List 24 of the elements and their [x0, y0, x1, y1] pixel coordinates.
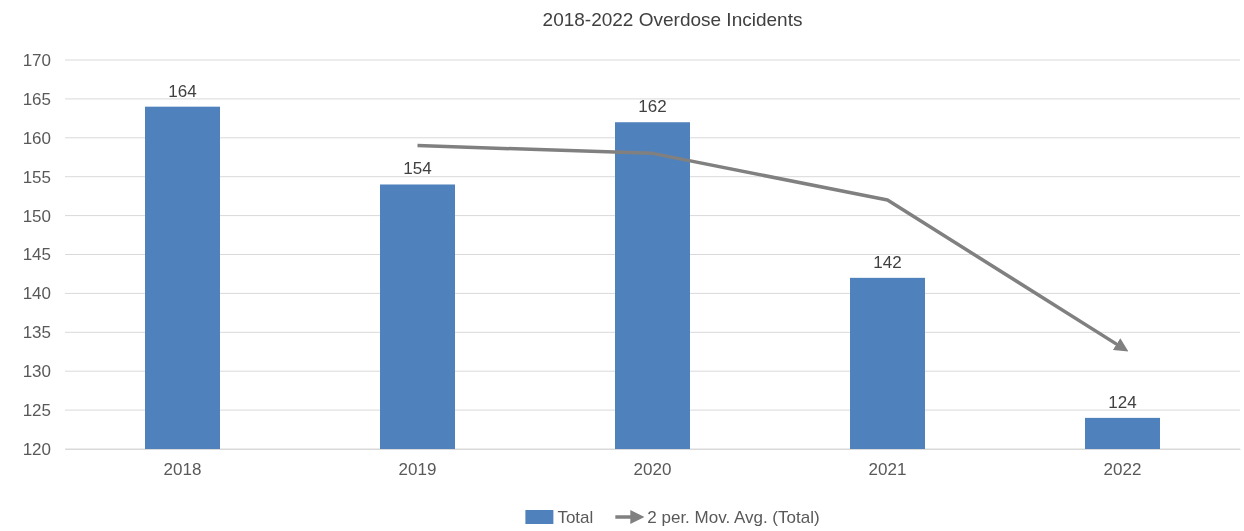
legend-label: 2 per. Mov. Avg. (Total) — [647, 508, 820, 527]
x-tick-label: 2018 — [163, 460, 202, 480]
chart-title: 2018-2022 Overdose Incidents — [542, 9, 803, 30]
y-tick-label: 145 — [22, 245, 51, 265]
data-label: 164 — [168, 81, 197, 101]
y-tick-label: 150 — [22, 206, 51, 226]
data-label: 162 — [638, 97, 667, 117]
y-tick-label: 135 — [22, 323, 51, 343]
y-tick-label: 140 — [22, 284, 51, 304]
y-tick-label: 165 — [22, 89, 51, 109]
y-tick-label: 120 — [22, 439, 51, 459]
data-label: 142 — [873, 252, 902, 272]
y-tick-label: 155 — [22, 167, 51, 187]
y-tick-label: 170 — [22, 50, 51, 70]
y-tick-label: 160 — [22, 128, 51, 148]
x-tick-label: 2022 — [1103, 460, 1142, 480]
data-label: 154 — [403, 159, 432, 179]
y-tick-label: 125 — [22, 401, 51, 421]
x-tick-label: 2019 — [398, 460, 437, 480]
data-label: 124 — [1108, 392, 1137, 412]
y-tick-label: 130 — [22, 362, 51, 382]
legend-label: Total — [557, 508, 594, 527]
x-tick-label: 2021 — [868, 460, 907, 480]
x-tick-label: 2020 — [633, 460, 672, 480]
